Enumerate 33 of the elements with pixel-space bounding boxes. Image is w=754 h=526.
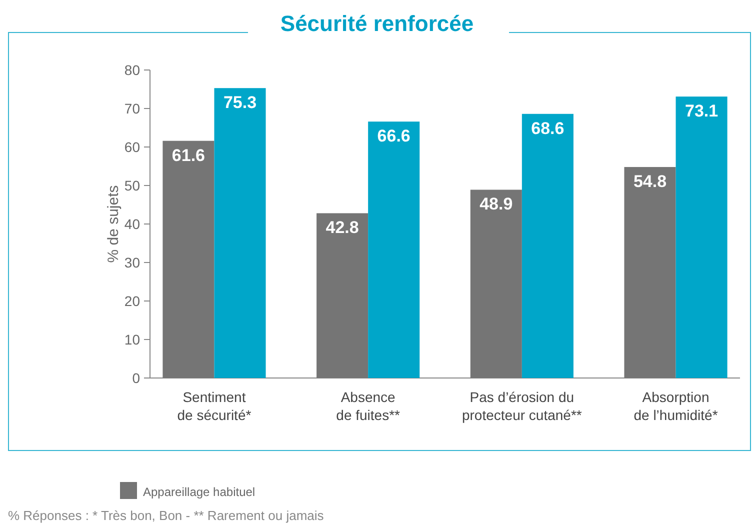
legend-label: Appareillage habituel (143, 485, 256, 499)
y-tick-label: 60 (124, 139, 140, 155)
y-tick-label: 10 (124, 332, 140, 348)
bar (368, 122, 420, 378)
bar (522, 114, 574, 378)
y-tick-label: 40 (124, 216, 140, 232)
bar (214, 88, 266, 378)
x-tick-label: Sentiment de sécurité* (177, 389, 252, 423)
bar (470, 190, 522, 378)
y-tick-label: 20 (124, 293, 140, 309)
data-label: 61.6 (172, 146, 206, 165)
data-label: 54.8 (633, 172, 667, 192)
bar (676, 96, 728, 378)
bar (624, 167, 676, 378)
y-tick-label: 70 (124, 100, 140, 116)
bar (162, 140, 214, 378)
y-axis-title: % de sujets (105, 185, 122, 263)
y-tick-label: 0 (132, 370, 140, 386)
y-tick-label: 50 (124, 178, 140, 194)
text: % Réponses : * Très bon, Bon - ** Rarement ou jamais (8, 508, 324, 523)
data-label: 68.6 (531, 118, 564, 138)
x-tick-label: Absence de fuites** (336, 389, 401, 423)
x-tick-label: Absorption de l’humidité* (634, 389, 718, 423)
x-tick-label: Pas d’érosion du protecteur cutané** (462, 389, 582, 423)
bar (316, 213, 368, 378)
data-label: 73.1 (684, 102, 718, 121)
data-label: 42.8 (326, 218, 359, 238)
data-label: 66.6 (377, 126, 410, 146)
y-tick-label: 30 (124, 254, 140, 270)
chart-title: Sécurité renforcée (280, 11, 474, 36)
data-label: 75.3 (223, 93, 257, 112)
y-tick-label: 80 (124, 62, 140, 78)
data-label: 48.9 (480, 194, 513, 214)
